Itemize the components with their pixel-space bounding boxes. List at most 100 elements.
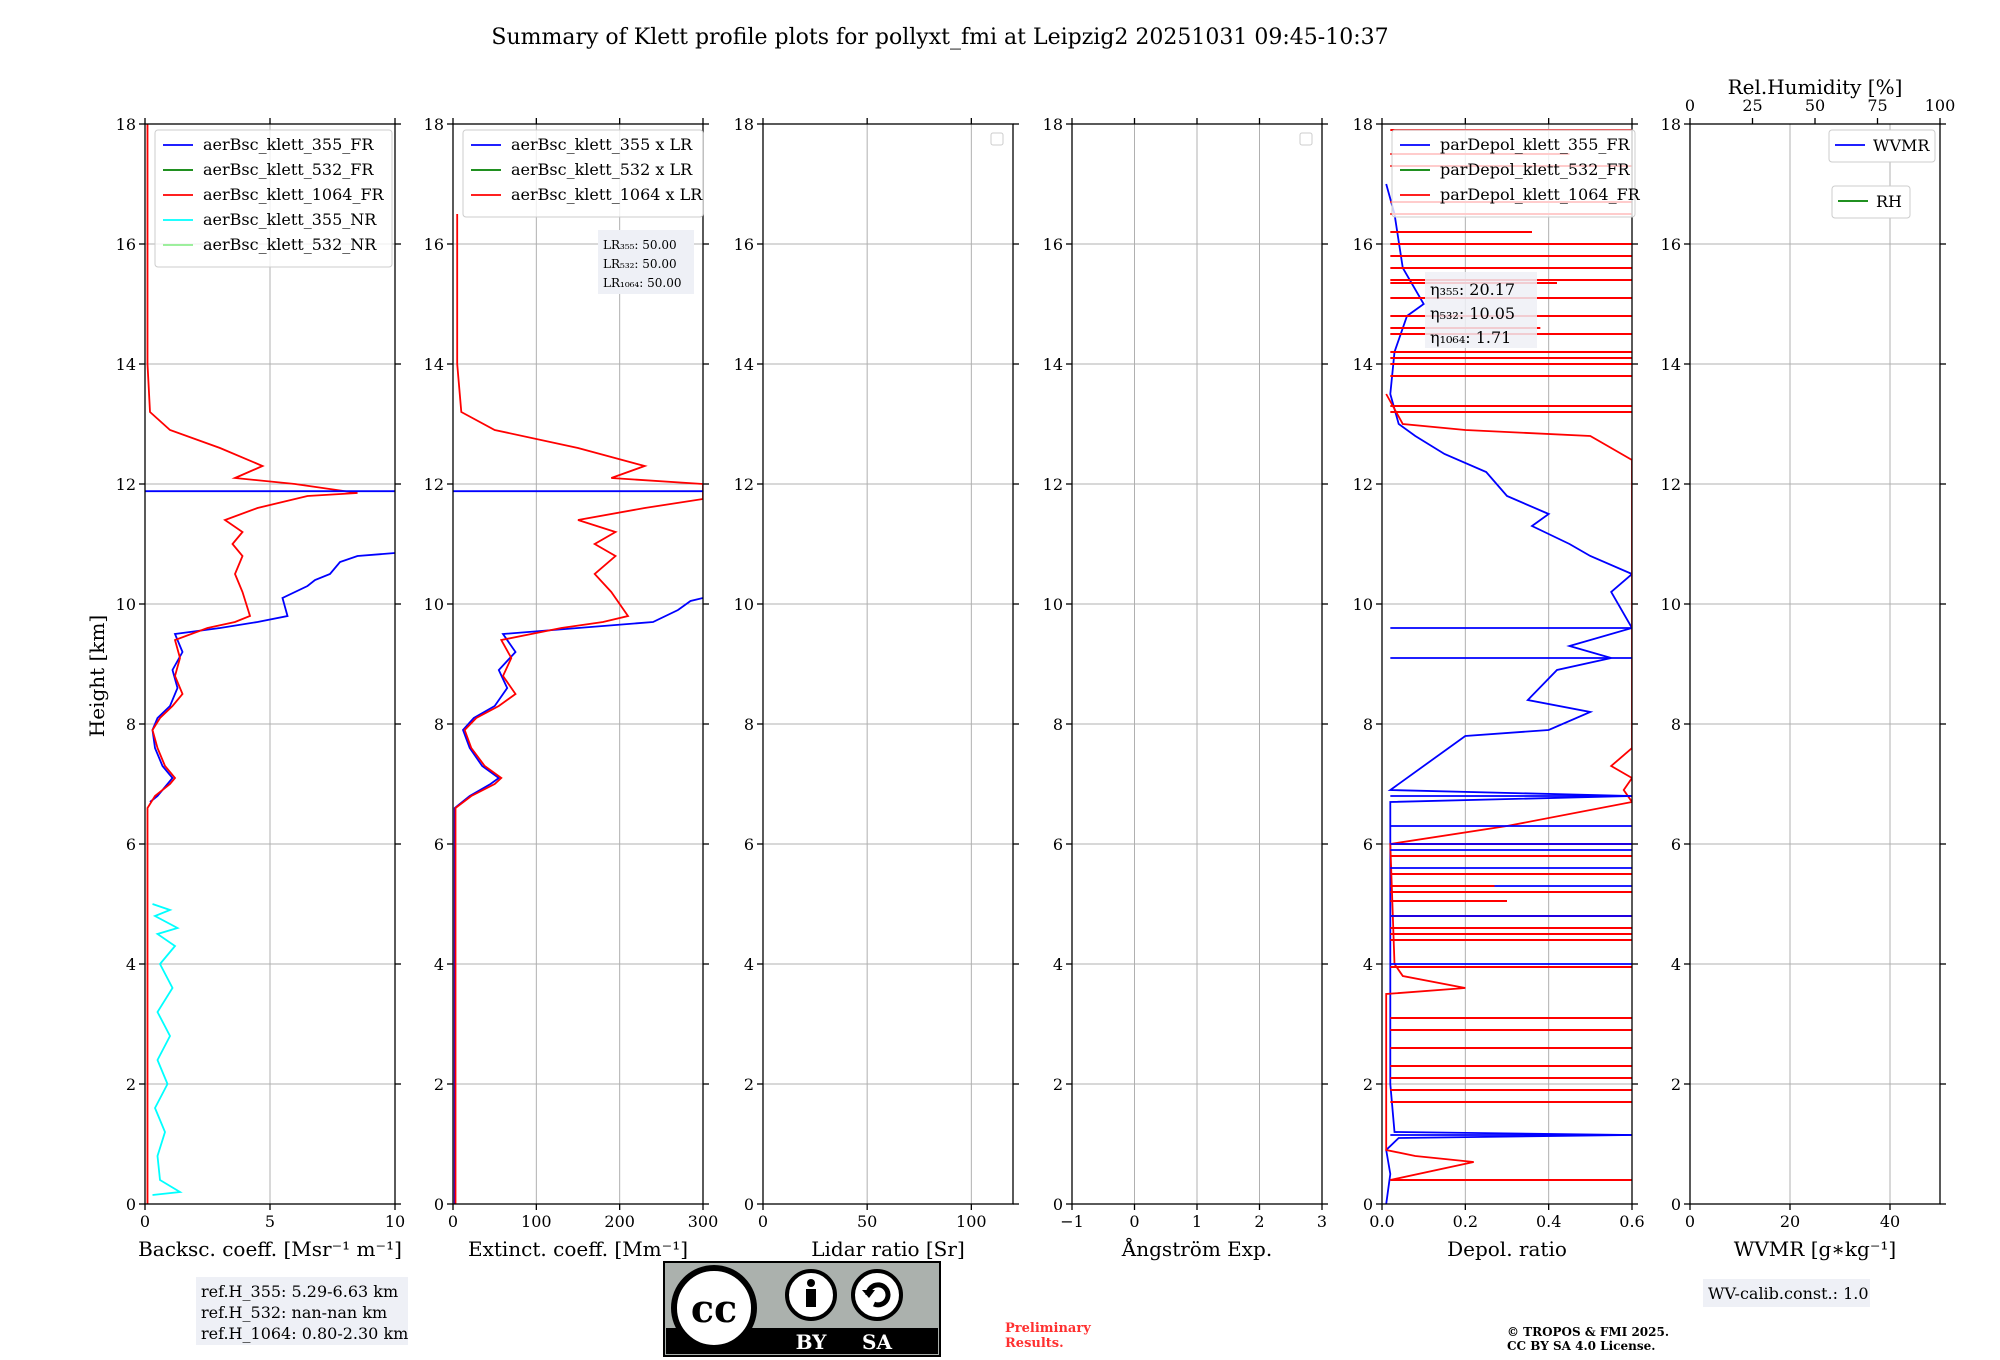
wv-calib-background bbox=[1703, 1279, 1870, 1307]
legend-entry: aerBsc_klett_355_NR bbox=[203, 210, 377, 229]
legend-entry: RH bbox=[1876, 192, 1902, 211]
ytick-label: 4 bbox=[1363, 955, 1373, 974]
xtick-label: 100 bbox=[956, 1212, 987, 1231]
legend-box-rh bbox=[1831, 185, 1911, 219]
legend-box-wvmr bbox=[1828, 129, 1936, 163]
ytick-label: 6 bbox=[1363, 835, 1373, 854]
ytick-label: 0 bbox=[1053, 1195, 1063, 1214]
ytick-label: 10 bbox=[424, 595, 444, 614]
ytick-label: 16 bbox=[116, 235, 136, 254]
ytick-label: 10 bbox=[1353, 595, 1373, 614]
ytick-label: 4 bbox=[744, 955, 754, 974]
x-axis-label-lr: Lidar ratio [Sr] bbox=[811, 1237, 965, 1261]
ytick-label: 10 bbox=[1043, 595, 1063, 614]
panel-depol: 0 2 4 6 8 10 12 14 16 18 0.0 0.2 0.4 0.6 Depol. ratio p… bbox=[1353, 115, 1645, 1261]
preliminary-line1: Preliminary bbox=[1005, 1321, 1091, 1336]
top-axis-label: Rel.Humidity [%] bbox=[1728, 75, 1903, 99]
xtick-label: 0 bbox=[140, 1212, 150, 1231]
ytick-label: 18 bbox=[424, 115, 444, 134]
legend-entry: aerBsc_klett_532 x LR bbox=[511, 160, 693, 179]
series-line-aerBsc_klett_355_FR bbox=[149, 552, 395, 803]
xtick-label: 2 bbox=[1254, 1212, 1264, 1231]
ytick-label: 2 bbox=[434, 1075, 444, 1094]
legend-entry: aerBsc_klett_532_NR bbox=[203, 235, 377, 254]
xtick-label: 5 bbox=[265, 1212, 275, 1231]
x-axis-label-wv: WVMR [g∗kg⁻¹] bbox=[1734, 1237, 1896, 1261]
axes-frame-lr bbox=[762, 123, 1014, 1205]
by-label: BY bbox=[796, 1330, 828, 1354]
ytick-label: 2 bbox=[1363, 1075, 1373, 1094]
preliminary-line2: Results. bbox=[1005, 1336, 1064, 1351]
ytick-label: 4 bbox=[1053, 955, 1063, 974]
panel-bsc: 0 2 4 6 8 10 12 14 16 18 0 5 10 Backsc. coeff. [Msr⁻¹… bbox=[116, 115, 406, 1261]
legend-entry: aerBsc_klett_355_FR bbox=[203, 135, 374, 154]
empty-legend-box bbox=[990, 132, 1004, 146]
x-axis-label-bsc: Backsc. coeff. [Msr⁻¹ m⁻¹] bbox=[138, 1237, 402, 1261]
ytick-label: 16 bbox=[424, 235, 444, 254]
refh-1064: ref.H_1064: 0.80-2.30 km bbox=[201, 1324, 408, 1343]
cc-license-badge: cc BY SA bbox=[663, 1261, 941, 1357]
empty-legend-box bbox=[1299, 132, 1313, 146]
ytick-label: 14 bbox=[1353, 355, 1373, 374]
ytick-label: 10 bbox=[116, 595, 136, 614]
legend-entry: aerBsc_klett_532_FR bbox=[203, 160, 374, 179]
top-xtick-label: 100 bbox=[1925, 96, 1956, 115]
legend-entry: aerBsc_klett_1064 x LR bbox=[511, 185, 703, 204]
ytick-label: 2 bbox=[1053, 1075, 1063, 1094]
ytick-label: 18 bbox=[1353, 115, 1373, 134]
ytick-label: 14 bbox=[734, 355, 754, 374]
ytick-label: 16 bbox=[1353, 235, 1373, 254]
axes-frame-wv bbox=[1689, 123, 1941, 1205]
eta-label: η₅₃₂: 10.05 bbox=[1430, 304, 1515, 323]
lr-box bbox=[598, 230, 694, 294]
ytick-label: 0 bbox=[1363, 1195, 1373, 1214]
legend-entry: aerBsc_klett_1064_FR bbox=[203, 185, 385, 204]
xtick-label: 10 bbox=[385, 1212, 405, 1231]
axes-frame-ext bbox=[452, 123, 704, 1205]
eta-box bbox=[1425, 272, 1537, 348]
xtick-label: 50 bbox=[857, 1212, 877, 1231]
ytick-label: 4 bbox=[126, 955, 136, 974]
ytick-label: 18 bbox=[1043, 115, 1063, 134]
refh-355: ref.H_355: 5.29-6.63 km bbox=[201, 1282, 398, 1301]
lr-label: LR₅₃₂: 50.00 bbox=[603, 257, 677, 271]
cc-circle-icon bbox=[671, 1265, 757, 1351]
xtick-label: 300 bbox=[688, 1212, 719, 1231]
ytick-label: 8 bbox=[1363, 715, 1373, 734]
ytick-label: 0 bbox=[434, 1195, 444, 1214]
xtick-label: 0.0 bbox=[1369, 1212, 1394, 1231]
x-axis-label-depol: Depol. ratio bbox=[1447, 1237, 1567, 1261]
xtick-label: 0 bbox=[1129, 1212, 1139, 1231]
refh-532: ref.H_532: nan-nan km bbox=[201, 1303, 387, 1322]
person-icon bbox=[785, 1269, 837, 1321]
xtick-label: 0 bbox=[758, 1212, 768, 1231]
refh-background bbox=[196, 1277, 408, 1345]
x-axis-label-ang: Ångström Exp. bbox=[1121, 1236, 1272, 1261]
ytick-label: 18 bbox=[116, 115, 136, 134]
ytick-label: 12 bbox=[424, 475, 444, 494]
copyright-line1: © TROPOS & FMI 2025. bbox=[1507, 1325, 1669, 1339]
xtick-label: 40 bbox=[1880, 1212, 1900, 1231]
share-alike-icon bbox=[851, 1269, 903, 1321]
ytick-label: 16 bbox=[734, 235, 754, 254]
legend-box-depol bbox=[1391, 129, 1636, 218]
top-xtick-label: 25 bbox=[1742, 96, 1762, 115]
ytick-label: 0 bbox=[1671, 1195, 1681, 1214]
ytick-label: 14 bbox=[1043, 355, 1063, 374]
series-group-depol bbox=[1385, 129, 1632, 1204]
series-group-bsc bbox=[145, 124, 395, 1204]
ytick-label: 8 bbox=[126, 715, 136, 734]
lr-label: LR₃₅₅: 50.00 bbox=[603, 238, 677, 252]
lr-label: LR₁₀₆₄: 50.00 bbox=[603, 276, 681, 290]
xtick-label: 200 bbox=[604, 1212, 635, 1231]
ytick-label: 12 bbox=[1353, 475, 1373, 494]
ytick-label: 0 bbox=[126, 1195, 136, 1214]
series-line-parDepol_klett_1064_FR bbox=[1385, 393, 1632, 1181]
xtick-label: 20 bbox=[1780, 1212, 1800, 1231]
figure-title: Summary of Klett profile plots for polly… bbox=[491, 25, 1388, 50]
ytick-label: 4 bbox=[434, 955, 444, 974]
ytick-label: 2 bbox=[744, 1075, 754, 1094]
series-line-aerBsc_klett_355_NR bbox=[152, 903, 183, 1196]
ytick-label: 8 bbox=[1053, 715, 1063, 734]
